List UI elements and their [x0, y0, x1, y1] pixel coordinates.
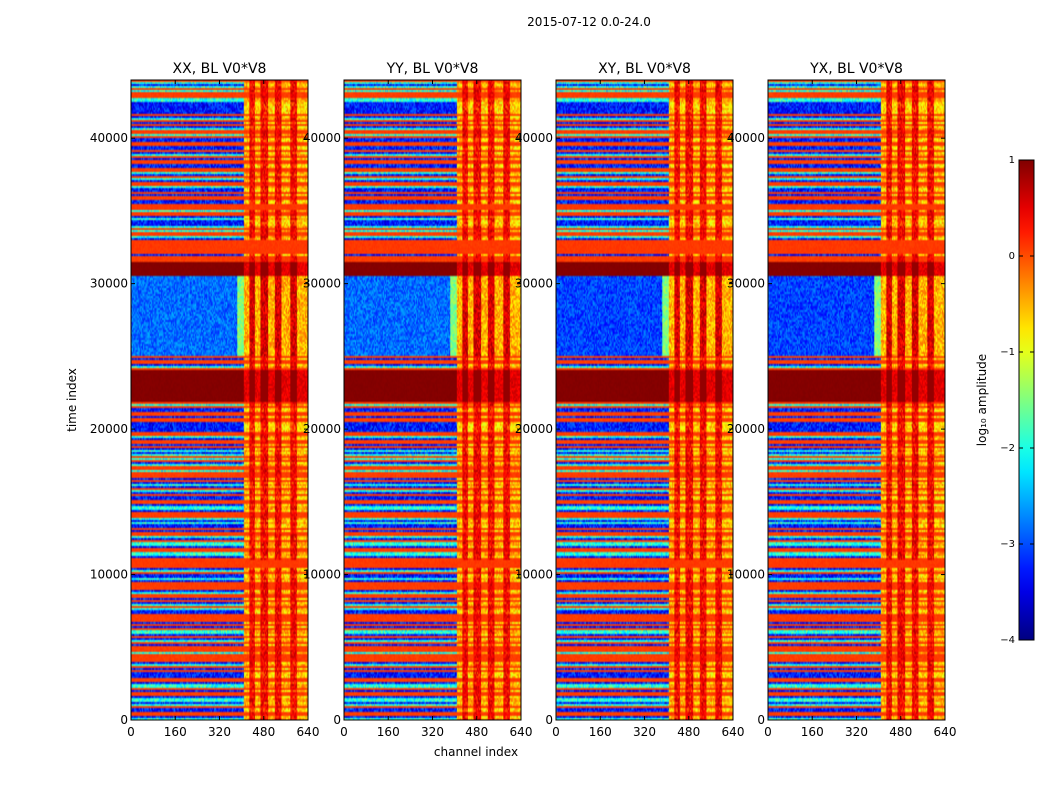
y-tick-label: 20000 — [515, 422, 553, 436]
x-tick-label: 0 — [764, 725, 772, 739]
heatmap-image-yx — [768, 80, 945, 720]
y-tick-label: 10000 — [515, 568, 553, 582]
panel-title: XY, BL V0*V8 — [598, 61, 691, 77]
x-tick-label: 640 — [297, 725, 320, 739]
x-tick-label: 160 — [164, 725, 187, 739]
panel-title: YX, BL V0*V8 — [809, 61, 903, 77]
colorbar: −4 −3 −2 −1 0 1 log₁₀ amplitude — [975, 155, 1035, 646]
y-tick-label: 10000 — [727, 568, 765, 582]
x-tick-label: 0 — [552, 725, 560, 739]
panel-xx: XX, BL V0*V8 0 160 320 480 640 0 10000 20000 3000… — [90, 61, 320, 739]
x-tick-label: 640 — [510, 725, 533, 739]
y-tick-label: 10000 — [303, 568, 341, 582]
x-tick-label: 320 — [421, 725, 444, 739]
y-tick-label: 0 — [757, 713, 765, 727]
heatmap-image-xx — [131, 80, 308, 720]
figure-suptitle: 2015-07-12 0.0-24.0 — [527, 15, 651, 29]
y-tick-label: 10000 — [90, 568, 128, 582]
y-tick-label: 30000 — [515, 277, 553, 291]
x-tick-label: 320 — [845, 725, 868, 739]
colorbar-tick-label: −2 — [1000, 443, 1015, 454]
x-tick-label: 0 — [127, 725, 135, 739]
colorbar-tick-label: −3 — [1000, 539, 1015, 550]
colorbar-label: log₁₀ amplitude — [975, 354, 989, 446]
x-tick-label: 0 — [340, 725, 348, 739]
y-tick-label: 30000 — [303, 277, 341, 291]
x-tick-label: 640 — [722, 725, 745, 739]
y-tick-label: 0 — [120, 713, 128, 727]
y-tick-label: 20000 — [90, 422, 128, 436]
y-tick-label: 30000 — [90, 277, 128, 291]
colorbar-tick-label: 0 — [1009, 251, 1015, 262]
x-axis-label: channel index — [434, 745, 518, 759]
panel-yx: YX, BL V0*V8 0 160 320 480 640 0 10000 20000 3000… — [727, 61, 957, 739]
colorbar-tick-label: 1 — [1009, 155, 1015, 166]
x-tick-label: 160 — [377, 725, 400, 739]
y-tick-label: 40000 — [515, 131, 553, 145]
y-tick-label: 40000 — [303, 131, 341, 145]
y-tick-label: 40000 — [727, 131, 765, 145]
x-tick-label: 160 — [801, 725, 824, 739]
x-tick-label: 480 — [252, 725, 275, 739]
y-tick-label: 0 — [545, 713, 553, 727]
y-tick-label: 20000 — [727, 422, 765, 436]
x-tick-label: 160 — [589, 725, 612, 739]
x-tick-label: 640 — [934, 725, 957, 739]
x-tick-label: 480 — [889, 725, 912, 739]
x-tick-label: 320 — [208, 725, 231, 739]
y-axis-label: time index — [65, 368, 79, 432]
y-tick-label: 30000 — [727, 277, 765, 291]
y-tick-label: 0 — [333, 713, 341, 727]
colorbar-tick-label: −4 — [1000, 635, 1015, 646]
y-tick-label: 40000 — [90, 131, 128, 145]
colorbar-tick-label: −1 — [1000, 347, 1015, 358]
x-tick-label: 320 — [633, 725, 656, 739]
colorbar-gradient — [1018, 159, 1035, 641]
heatmap-image-yy — [344, 80, 521, 720]
x-tick-label: 480 — [465, 725, 488, 739]
heatmap-image-xy — [556, 80, 733, 720]
x-tick-label: 480 — [677, 725, 700, 739]
panel-title: XX, BL V0*V8 — [173, 61, 267, 77]
panel-xy: XY, BL V0*V8 0 160 320 480 640 0 10000 20000 3000… — [515, 61, 745, 739]
y-tick-label: 20000 — [303, 422, 341, 436]
panel-title: YY, BL V0*V8 — [386, 61, 479, 77]
panel-yy: YY, BL V0*V8 0 160 320 480 640 0 10000 20000 3000… — [303, 61, 533, 739]
